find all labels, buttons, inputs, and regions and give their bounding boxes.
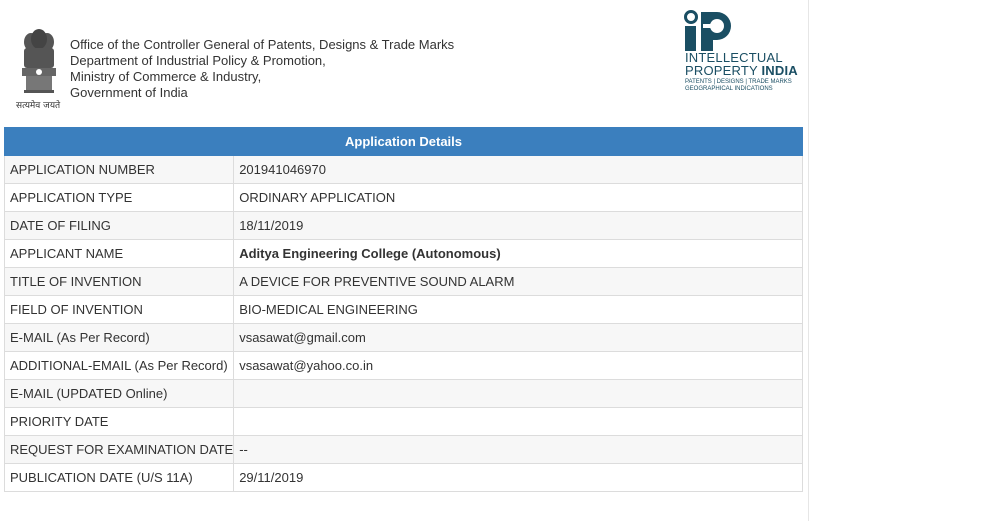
government-line: Government of India (70, 85, 188, 100)
table-row: FIELD OF INVENTION BIO-MEDICAL ENGINEERIN… (3, 295, 803, 324)
row-value: vsasawat@gmail.com (233, 323, 803, 352)
table-row: TITLE OF INVENTION A DEVICE FOR PREVENTIV… (3, 267, 803, 296)
row-value: Aditya Engineering College (Autonomous) (233, 239, 803, 268)
table-row: APPLICATION NUMBER 201941046970 (3, 155, 803, 184)
application-details-table: Application Details APPLICATION NUMBER 20… (3, 127, 803, 492)
row-value (233, 379, 803, 408)
ip-india-mark-icon (684, 10, 731, 51)
logo-property: PROPERTY (685, 63, 762, 78)
row-label: APPLICATION TYPE (3, 183, 235, 212)
table-row: APPLICANT NAME Aditya Engineering College… (3, 239, 803, 268)
row-label: ADDITIONAL-EMAIL (As Per Record) (3, 351, 235, 380)
logo-subtitle-1: PATENTS | DESIGNS | TRADE MARKS (685, 79, 792, 85)
table-heading: Application Details (4, 127, 803, 156)
row-value: ORDINARY APPLICATION (233, 183, 803, 212)
row-label: REQUEST FOR EXAMINATION DATE (3, 435, 235, 464)
row-value: BIO-MEDICAL ENGINEERING (233, 295, 803, 324)
table-row: E-MAIL (As Per Record) vsasawat@gmail.com (3, 323, 803, 352)
national-emblem-icon (22, 29, 56, 93)
table-row: PRIORITY DATE (3, 407, 803, 436)
page: सत्यमेव जयते Office of the Controller Ge… (0, 0, 808, 492)
department-line: Department of Industrial Policy & Promot… (70, 53, 326, 68)
office-line: Office of the Controller General of Pate… (70, 37, 455, 52)
table-row: APPLICATION TYPE ORDINARY APPLICATION (3, 183, 803, 212)
table-row: DATE OF FILING 18/11/2019 (3, 211, 803, 240)
logo-property-india: PROPERTY INDIA (685, 64, 798, 77)
row-label: PUBLICATION DATE (U/S 11A) (3, 463, 235, 492)
logo-intellectual: INTELLECTUAL (685, 50, 783, 65)
table-row: REQUEST FOR EXAMINATION DATE -- (3, 435, 803, 464)
table-row: ADDITIONAL-EMAIL (As Per Record) vsasawat… (3, 351, 803, 380)
ip-india-logo: INTELLECTUAL PROPERTY INDIA PATENTS | DE… (683, 10, 798, 95)
office-address: Office of the Controller General of Pate… (70, 37, 454, 101)
row-value: -- (233, 435, 803, 464)
row-label: PRIORITY DATE (3, 407, 235, 436)
logo-india: INDIA (761, 63, 798, 78)
row-value: vsasawat@yahoo.co.in (233, 351, 803, 380)
table-header-row: Application Details (4, 127, 803, 156)
page-header: सत्यमेव जयते Office of the Controller Ge… (0, 0, 808, 126)
page-right-border (808, 0, 809, 521)
row-label: TITLE OF INVENTION (3, 267, 235, 296)
emblem-motto: सत्यमेव जयते (16, 101, 61, 111)
row-label: DATE OF FILING (3, 211, 235, 240)
row-label: APPLICATION NUMBER (3, 155, 235, 184)
row-label: APPLICANT NAME (3, 239, 235, 268)
row-value: 29/11/2019 (233, 463, 803, 492)
row-value (233, 407, 803, 436)
row-value: 18/11/2019 (233, 211, 803, 240)
logo-subtitle-2: GEOGRAPHICAL INDICATIONS (685, 86, 773, 92)
row-label: FIELD OF INVENTION (3, 295, 235, 324)
row-label: E-MAIL (As Per Record) (3, 323, 235, 352)
row-label: E-MAIL (UPDATED Online) (3, 379, 235, 408)
table-row: PUBLICATION DATE (U/S 11A) 29/11/2019 (3, 463, 803, 492)
table-row: E-MAIL (UPDATED Online) (3, 379, 803, 408)
row-value: 201941046970 (233, 155, 803, 184)
ministry-line: Ministry of Commerce & Industry, (70, 69, 262, 84)
row-value: A DEVICE FOR PREVENTIVE SOUND ALARM (233, 267, 803, 296)
